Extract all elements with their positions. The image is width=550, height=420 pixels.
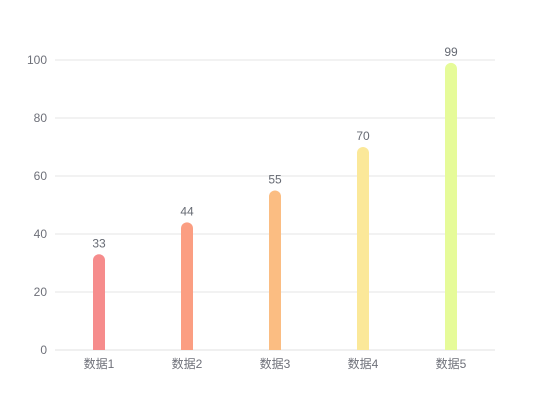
data-label: 44 [180, 204, 194, 218]
x-tick-label: 数据4 [348, 356, 379, 371]
bar-5 [445, 62, 457, 351]
data-label: 33 [92, 236, 106, 250]
bar-4 [357, 147, 369, 350]
y-tick-label: 60 [34, 169, 48, 183]
bar-3 [269, 190, 281, 350]
y-tick-label: 80 [34, 111, 48, 125]
x-tick-label: 数据3 [260, 356, 291, 371]
y-axis-ticks: 0 20 40 60 80 100 [27, 53, 47, 357]
bar-series [93, 62, 457, 351]
x-tick-label: 数据5 [436, 356, 467, 371]
x-tick-label: 数据1 [84, 356, 115, 371]
data-label: 70 [356, 129, 370, 143]
bar-1 [93, 254, 105, 350]
y-tick-label: 20 [34, 285, 48, 299]
y-tick-label: 100 [27, 53, 47, 67]
y-tick-label: 0 [40, 343, 47, 357]
x-tick-label: 数据2 [172, 356, 203, 371]
y-tick-label: 40 [34, 227, 48, 241]
data-label: 55 [268, 173, 282, 187]
bar-2 [181, 222, 193, 350]
data-label: 99 [444, 45, 458, 59]
x-axis-ticks: 数据1 数据2 数据3 数据4 数据5 [84, 356, 467, 371]
data-labels: 33 44 55 70 99 [92, 45, 458, 250]
